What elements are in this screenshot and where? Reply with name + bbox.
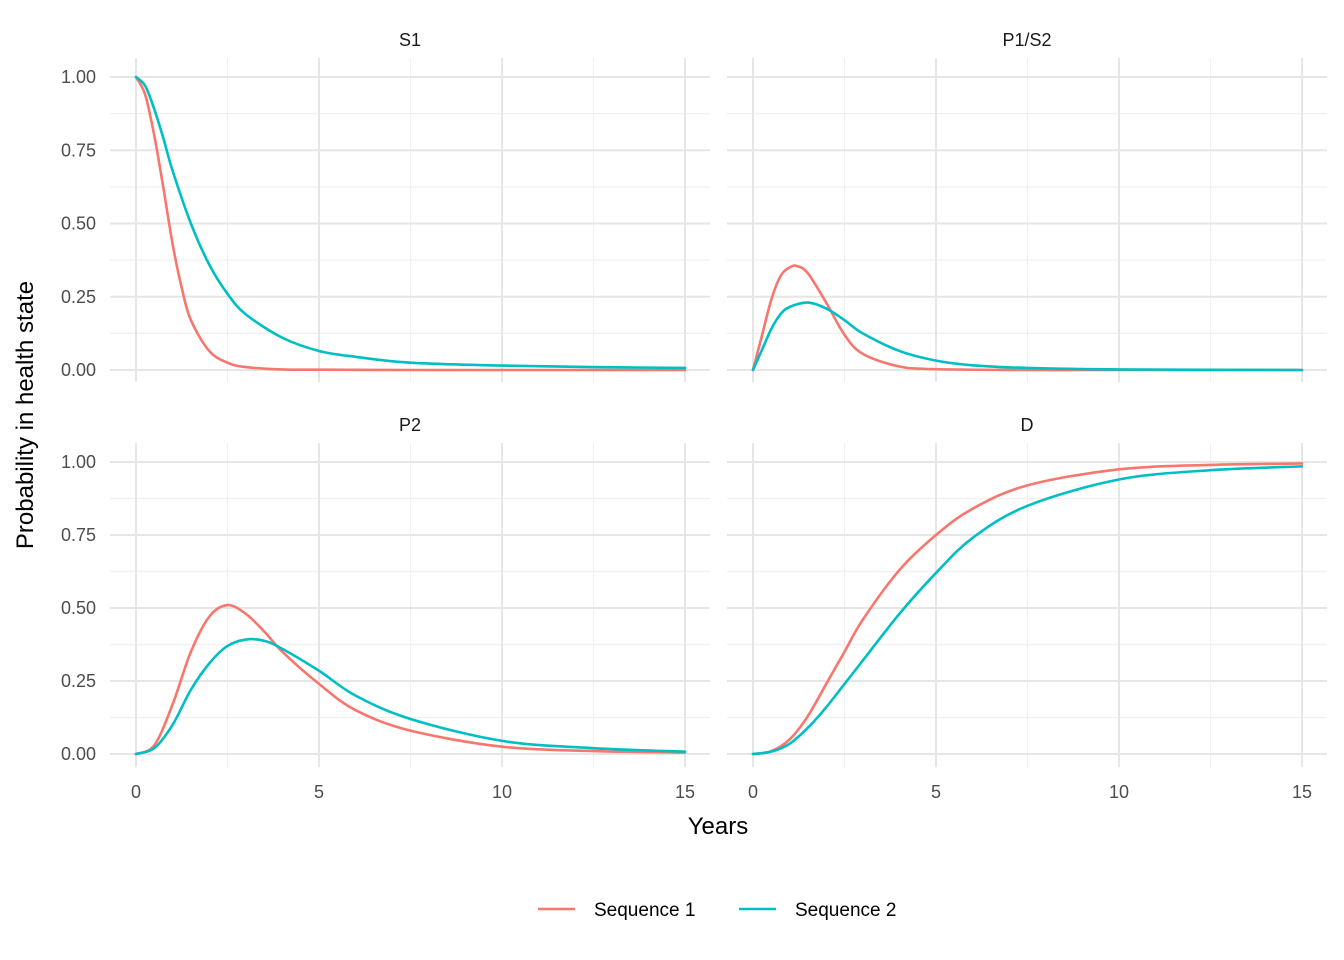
x-tick-label: 0 xyxy=(748,782,758,802)
series-line-sequence-1 xyxy=(134,75,687,372)
legend-label: Sequence 2 xyxy=(795,900,896,921)
y-tick-label: 0.25 xyxy=(61,671,96,691)
x-tick-label: 5 xyxy=(931,782,941,802)
x-tick-label: 15 xyxy=(1292,782,1312,802)
legend-label: Sequence 1 xyxy=(594,900,695,921)
panel-s1: S1 0.00 0.25 0.50 0.75 1.00 xyxy=(61,30,710,382)
x-tick-label: 15 xyxy=(675,782,695,802)
y-tick-label: 1.00 xyxy=(61,452,96,472)
panel-title: S1 xyxy=(399,30,421,50)
series-line-sequence-2 xyxy=(751,465,1304,756)
y-axis-title: Probability in health state xyxy=(12,281,39,549)
y-tick-label: 0.50 xyxy=(61,598,96,618)
series-line-sequence-1 xyxy=(751,264,1304,372)
panels: S1 0.00 0.25 0.50 0.75 1.00 P1/S2 P2 0.00 0.25 0.5… xyxy=(61,30,1327,802)
x-tick-label: 10 xyxy=(1109,782,1129,802)
series-line-sequence-2 xyxy=(134,637,687,756)
x-tick-label: 0 xyxy=(131,782,141,802)
y-tick-label: 0.75 xyxy=(61,525,96,545)
panel-title: D xyxy=(1021,415,1034,435)
legend: Sequence 1 Sequence 2 xyxy=(538,900,896,921)
y-tick-label: 0.00 xyxy=(61,744,96,764)
y-tick-label: 0.50 xyxy=(61,214,96,234)
y-tick-label: 1.00 xyxy=(61,67,96,87)
y-tick-label: 0.75 xyxy=(61,140,96,160)
panel-title: P1/S2 xyxy=(1002,30,1051,50)
x-axis-title: Years xyxy=(688,813,749,840)
y-tick-label: 0.00 xyxy=(61,360,96,380)
series-line-sequence-2 xyxy=(134,75,687,370)
y-tick-label: 0.25 xyxy=(61,287,96,307)
x-tick-label: 5 xyxy=(314,782,324,802)
panel-d: D 0 5 10 15 xyxy=(727,415,1327,802)
panel-title: P2 xyxy=(399,415,421,435)
series-line-sequence-1 xyxy=(134,603,687,756)
panel-p2: P2 0.00 0.25 0.50 0.75 1.00 0 5 10 15 xyxy=(61,415,710,802)
series-line-sequence-1 xyxy=(751,462,1304,756)
panel-p1s2: P1/S2 xyxy=(727,30,1327,382)
series-line-sequence-2 xyxy=(751,301,1304,372)
x-tick-label: 10 xyxy=(492,782,512,802)
